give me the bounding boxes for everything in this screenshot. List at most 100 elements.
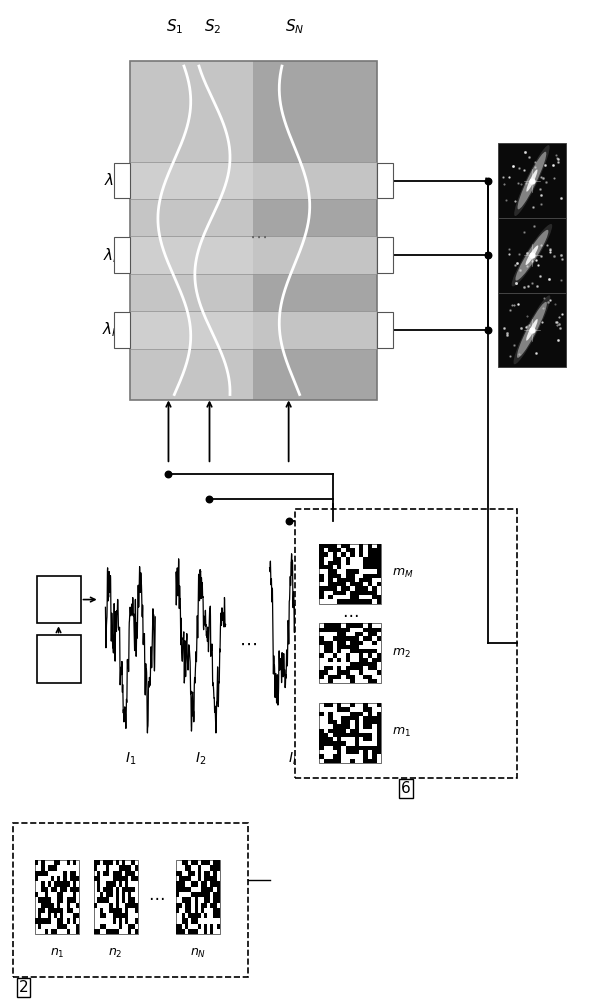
Bar	[112, 881, 115, 887]
Point	[545, 242, 555, 258]
Point	[555, 316, 564, 332]
Bar	[376, 561, 381, 565]
Bar	[319, 746, 324, 750]
Point	[515, 262, 524, 278]
Bar	[333, 636, 337, 641]
Bar	[346, 750, 350, 754]
Bar	[337, 582, 342, 586]
Bar	[319, 591, 324, 595]
Bar	[337, 670, 342, 675]
Bar	[125, 887, 128, 892]
Bar	[35, 876, 38, 881]
Bar	[191, 913, 194, 918]
Text: $S_N$: $S_N$	[285, 18, 304, 36]
Point	[514, 160, 523, 176]
Bar	[350, 729, 355, 733]
Bar	[355, 595, 359, 599]
Bar	[94, 903, 97, 908]
Bar	[363, 703, 368, 707]
Bar	[328, 716, 333, 720]
Point	[507, 297, 517, 313]
Bar	[115, 871, 119, 876]
Bar	[37, 576, 81, 623]
Bar	[319, 754, 324, 759]
Bar	[204, 892, 207, 897]
Point	[483, 247, 492, 263]
Bar	[57, 908, 60, 913]
Bar	[355, 737, 359, 741]
Bar	[188, 913, 191, 918]
Bar	[376, 552, 381, 557]
Bar	[350, 645, 355, 649]
Bar	[368, 548, 372, 552]
Bar	[368, 557, 372, 561]
Bar	[376, 548, 381, 552]
Bar	[35, 892, 38, 897]
Point	[551, 147, 561, 163]
Bar	[346, 658, 350, 662]
Bar	[60, 908, 64, 913]
Point	[512, 255, 522, 271]
Bar	[324, 628, 328, 632]
Bar	[342, 544, 346, 548]
Bar	[294, 509, 517, 778]
Bar	[128, 887, 131, 892]
Bar	[319, 561, 324, 565]
Bar	[54, 881, 57, 887]
Bar	[363, 759, 368, 763]
Bar	[355, 729, 359, 733]
Bar	[115, 913, 119, 918]
Bar	[201, 887, 204, 892]
Bar	[498, 218, 565, 293]
Bar	[182, 897, 185, 903]
Bar	[73, 876, 76, 881]
Bar	[201, 892, 204, 897]
Bar	[372, 595, 376, 599]
Bar	[342, 586, 346, 591]
Bar	[130, 61, 253, 400]
Point	[541, 174, 550, 190]
Bar	[319, 628, 324, 632]
Bar	[342, 724, 346, 729]
Bar	[64, 871, 67, 876]
Bar	[368, 561, 372, 565]
Bar	[355, 712, 359, 716]
Bar	[355, 582, 359, 586]
Bar	[319, 574, 324, 578]
Ellipse shape	[517, 302, 547, 358]
Bar	[45, 918, 48, 924]
Bar	[207, 892, 210, 897]
Bar	[333, 741, 337, 746]
Bar	[115, 887, 119, 892]
Bar	[191, 892, 194, 897]
Bar	[333, 591, 337, 595]
Bar	[328, 578, 333, 582]
Bar	[337, 658, 342, 662]
Bar	[328, 565, 333, 569]
Bar	[372, 679, 376, 683]
Bar	[60, 881, 64, 887]
Point	[510, 193, 519, 209]
Bar	[359, 746, 363, 750]
Bar	[342, 578, 346, 582]
Bar	[41, 871, 45, 876]
Point	[552, 314, 562, 330]
Text: 9: 9	[53, 591, 64, 609]
Bar	[372, 632, 376, 636]
Bar	[94, 929, 97, 934]
Bar	[176, 903, 179, 908]
Bar	[337, 707, 342, 712]
Bar	[106, 871, 110, 876]
Bar	[213, 913, 217, 918]
Bar	[350, 703, 355, 707]
Bar	[210, 924, 213, 929]
Bar	[188, 903, 191, 908]
Bar	[131, 897, 134, 903]
Bar	[359, 733, 363, 737]
Bar	[368, 720, 372, 724]
Bar	[368, 582, 372, 586]
Bar	[376, 565, 381, 569]
Bar	[346, 561, 350, 565]
Bar	[372, 557, 376, 561]
Point	[498, 169, 507, 185]
